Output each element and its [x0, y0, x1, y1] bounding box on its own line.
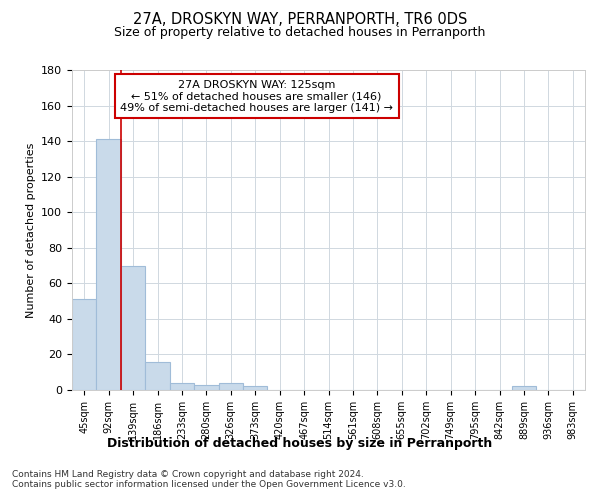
- Text: Contains HM Land Registry data © Crown copyright and database right 2024.
Contai: Contains HM Land Registry data © Crown c…: [12, 470, 406, 490]
- Bar: [218, 383, 243, 390]
- Bar: [170, 383, 194, 390]
- Bar: [121, 266, 145, 390]
- Text: Distribution of detached houses by size in Perranporth: Distribution of detached houses by size …: [107, 438, 493, 450]
- Text: Size of property relative to detached houses in Perranporth: Size of property relative to detached ho…: [115, 26, 485, 39]
- Text: 27A DROSKYN WAY: 125sqm
← 51% of detached houses are smaller (146)
49% of semi-d: 27A DROSKYN WAY: 125sqm ← 51% of detache…: [120, 80, 393, 113]
- Y-axis label: Number of detached properties: Number of detached properties: [26, 142, 35, 318]
- Bar: [243, 386, 268, 390]
- Bar: [145, 362, 170, 390]
- Text: 27A, DROSKYN WAY, PERRANPORTH, TR6 0DS: 27A, DROSKYN WAY, PERRANPORTH, TR6 0DS: [133, 12, 467, 28]
- Bar: [194, 384, 218, 390]
- Bar: [512, 386, 536, 390]
- Bar: [72, 300, 97, 390]
- Bar: [97, 140, 121, 390]
